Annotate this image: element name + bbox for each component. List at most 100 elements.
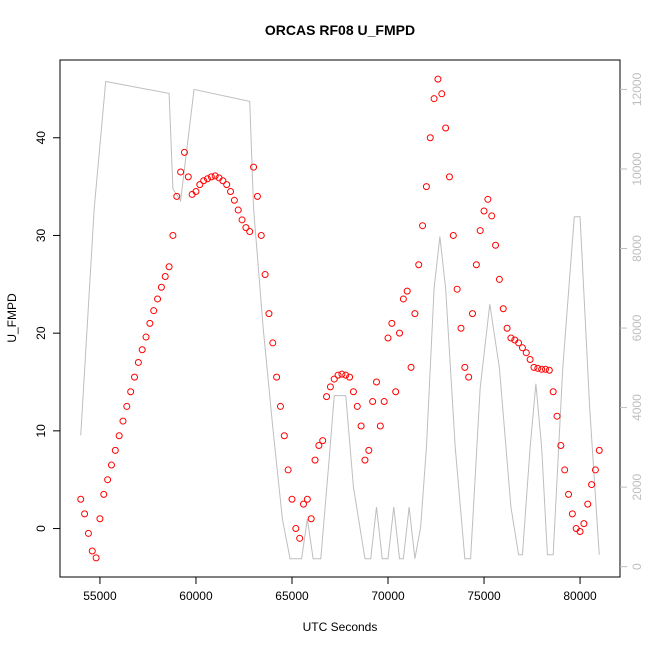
point: [507, 334, 515, 342]
point: [576, 527, 584, 535]
point: [134, 358, 142, 366]
point: [227, 187, 235, 195]
x-tick-label: 80000: [563, 589, 597, 603]
y-tick-label: 40: [34, 131, 48, 145]
point: [173, 192, 181, 200]
point: [522, 349, 530, 357]
point: [84, 529, 92, 537]
point: [169, 231, 177, 239]
point: [177, 168, 185, 176]
point: [342, 371, 350, 379]
point: [334, 371, 342, 379]
point: [154, 295, 162, 303]
point: [276, 402, 284, 410]
point: [234, 206, 242, 214]
point: [253, 192, 261, 200]
point: [438, 90, 446, 98]
point: [238, 216, 246, 224]
point: [580, 520, 588, 528]
point: [411, 310, 419, 318]
point: [296, 534, 304, 542]
point: [180, 148, 188, 156]
point: [100, 490, 108, 498]
point: [495, 275, 503, 283]
point: [419, 222, 427, 230]
point: [561, 466, 569, 474]
point: [365, 446, 373, 454]
point: [557, 442, 565, 450]
point: [472, 261, 480, 269]
point: [538, 365, 546, 373]
point: [445, 173, 453, 181]
point: [399, 295, 407, 303]
point: [127, 388, 135, 396]
point: [349, 388, 357, 396]
point: [81, 510, 89, 518]
point: [338, 370, 346, 378]
x-tick-label: 60000: [179, 589, 213, 603]
point: [353, 402, 361, 410]
point: [269, 339, 277, 347]
plot-box: [59, 59, 621, 578]
point: [131, 373, 139, 381]
y2-tick-label: 8000: [630, 235, 644, 262]
y2-tick-label: 2000: [630, 473, 644, 500]
point: [518, 344, 526, 352]
y-tick-label: 30: [34, 228, 48, 242]
x-axis-label: UTC Seconds: [303, 620, 378, 634]
point: [515, 339, 523, 347]
x-tick-label: 75000: [467, 589, 501, 603]
x-tick-label: 70000: [371, 589, 405, 603]
point: [165, 263, 173, 271]
point: [534, 364, 542, 372]
point: [200, 177, 208, 185]
point: [376, 422, 384, 430]
point: [184, 173, 192, 181]
point: [300, 500, 308, 508]
point: [273, 373, 281, 381]
point: [499, 305, 507, 313]
point: [123, 402, 131, 410]
point: [565, 490, 573, 498]
y-tick-label: 0: [34, 525, 48, 532]
point: [307, 515, 315, 523]
point: [526, 356, 534, 364]
y2-tick-label: 10000: [630, 152, 644, 186]
point: [357, 422, 365, 430]
point: [142, 333, 150, 341]
point: [392, 388, 400, 396]
point: [380, 398, 388, 406]
point: [530, 363, 538, 371]
point: [265, 310, 273, 318]
point: [196, 181, 204, 189]
x-tick-label: 65000: [275, 589, 309, 603]
x-tick-label: 55000: [83, 589, 117, 603]
point: [541, 365, 549, 373]
y2-tick-label: 4000: [630, 394, 644, 421]
point: [469, 310, 477, 318]
point: [461, 363, 469, 371]
point: [361, 456, 369, 464]
y2-tick-label: 0: [630, 563, 644, 570]
y-tick-label: 10: [34, 424, 48, 438]
point: [553, 412, 561, 420]
y-axis-label: U_FMPD: [5, 293, 19, 343]
point: [288, 495, 296, 503]
point: [568, 510, 576, 518]
point: [330, 375, 338, 383]
point: [396, 329, 404, 337]
point: [138, 346, 146, 354]
point: [211, 172, 219, 180]
point: [242, 224, 250, 232]
point: [549, 388, 557, 396]
point: [415, 261, 423, 269]
point: [369, 398, 377, 406]
point: [250, 163, 258, 171]
point: [476, 227, 484, 235]
point: [484, 195, 492, 203]
point: [223, 181, 231, 189]
point: [150, 307, 158, 315]
y-tick-label: 20: [34, 326, 48, 340]
point: [319, 437, 327, 445]
